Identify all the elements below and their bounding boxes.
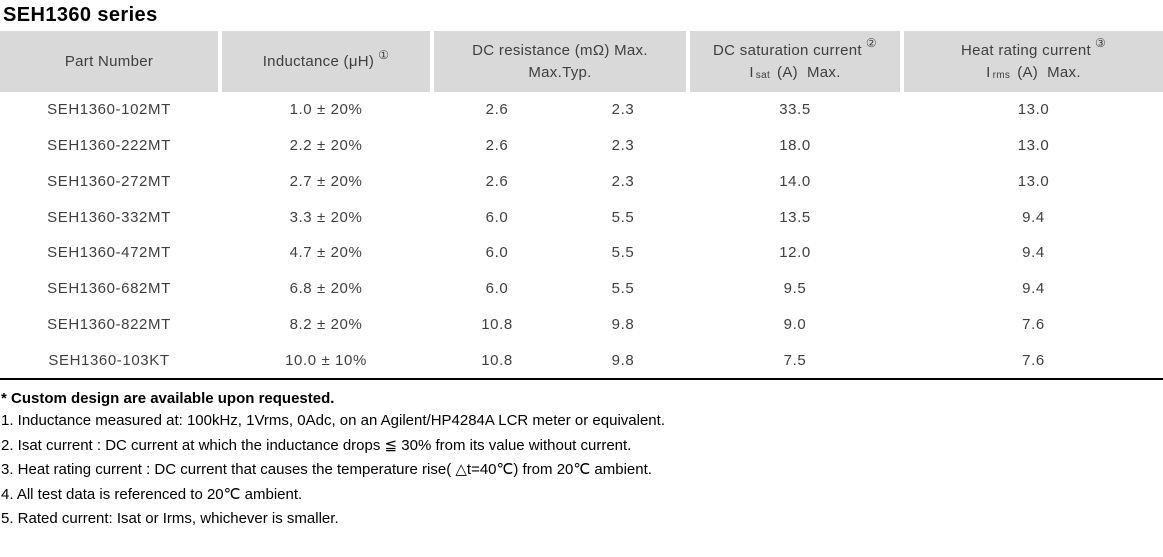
resistance-max-cell: 6.0 — [485, 280, 509, 298]
footnote-ref-3-icon: ③ — [1094, 36, 1106, 51]
heat-current-cell: 7.6 — [1022, 351, 1045, 369]
resistance-typ-cell: 5.5 — [611, 280, 635, 298]
header-inductance-label: Inductance (μH) ① — [262, 47, 390, 71]
header-part-number: Part Number — [0, 31, 218, 92]
footnote-3: 3. Heat rating current : DC current that… — [1, 461, 652, 478]
part-number-cell: SEH1360-102MT — [47, 101, 171, 119]
part-number-cell: SEH1360-272MT — [47, 172, 171, 190]
resistance-typ-cell: 2.3 — [611, 137, 635, 155]
table-row: SEH1360-102MT 1.0 ± 20% 2.6 2.3 33.5 13.… — [0, 92, 1163, 128]
inductance-cell: 2.2 ± 20% — [289, 137, 363, 155]
inductance-cell: 2.7 ± 20% — [289, 172, 363, 190]
part-number-cell: SEH1360-222MT — [47, 137, 171, 155]
resistance-max-cell: 2.6 — [485, 172, 509, 190]
heat-current-cell: 13.0 — [1017, 137, 1050, 155]
header-resistance-max-label: Max. — [528, 64, 563, 82]
page-title: SEH1360 series — [3, 4, 158, 26]
footnote-5: 5. Rated current: Isat or Irms, whicheve… — [1, 510, 339, 527]
saturation-current-cell: 9.5 — [783, 280, 807, 298]
part-number-cell: SEH1360-472MT — [47, 244, 171, 262]
header-dc-saturation: DC saturation current ② I sat (A) Max. — [690, 31, 900, 92]
heat-current-cell: 7.6 — [1022, 315, 1045, 333]
spec-table: Part Number Inductance (μH) ① DC resista… — [0, 31, 1163, 380]
footnotes-section: * Custom design are available upon reque… — [0, 388, 1163, 532]
header-irms-label: I rms (A) Max. — [986, 64, 1081, 82]
footnote-4: 4. All test data is referenced to 20℃ am… — [1, 485, 303, 503]
part-number-cell: SEH1360-682MT — [47, 280, 171, 298]
heat-current-cell: 9.4 — [1022, 208, 1045, 226]
resistance-max-cell: 6.0 — [485, 208, 509, 226]
resistance-max-cell: 10.8 — [481, 351, 513, 369]
table-row: SEH1360-472MT 4.7 ± 20% 6.0 5.5 12.0 9.4 — [0, 235, 1163, 271]
header-part-number-label: Part Number — [64, 53, 154, 70]
saturation-current-cell: 12.0 — [779, 244, 811, 262]
header-inductance: Inductance (μH) ① — [222, 31, 430, 92]
header-heat-rating-label: Heat rating current ③ — [961, 36, 1106, 59]
resistance-typ-cell: 2.3 — [611, 101, 635, 119]
table-row: SEH1360-103KT 10.0 ± 10% 10.8 9.8 7.5 7.… — [0, 342, 1163, 378]
resistance-max-cell: 6.0 — [485, 244, 509, 262]
resistance-max-cell: 2.6 — [485, 101, 509, 119]
saturation-current-cell: 33.5 — [779, 101, 811, 119]
saturation-current-cell: 13.5 — [779, 208, 811, 226]
table-row: SEH1360-272MT 2.7 ± 20% 2.6 2.3 14.0 13.… — [0, 164, 1163, 200]
footnote-1: 1. Inductance measured at: 100kHz, 1Vrms… — [1, 412, 665, 429]
table-row: SEH1360-682MT 6.8 ± 20% 6.0 5.5 9.5 9.4 — [0, 271, 1163, 307]
resistance-max-cell: 2.6 — [485, 137, 509, 155]
saturation-current-cell: 7.5 — [783, 351, 807, 369]
header-resistance-typ-label: Typ. — [562, 64, 592, 82]
header-dc-resistance: DC resistance (mΩ) Max. Max. Typ. — [434, 31, 686, 92]
resistance-typ-cell: 2.3 — [611, 172, 635, 190]
resistance-typ-cell: 5.5 — [611, 208, 635, 226]
part-number-cell: SEH1360-332MT — [47, 208, 171, 226]
resistance-typ-cell: 9.8 — [611, 351, 635, 369]
header-dc-resistance-subcols: Max. Typ. — [434, 64, 686, 81]
table-row: SEH1360-332MT 3.3 ± 20% 6.0 5.5 13.5 9.4 — [0, 199, 1163, 235]
table-body: SEH1360-102MT 1.0 ± 20% 2.6 2.3 33.5 13.… — [0, 92, 1163, 380]
footnote-ref-2-icon: ② — [865, 36, 877, 51]
resistance-typ-cell: 5.5 — [611, 244, 635, 262]
inductance-cell: 4.7 ± 20% — [289, 244, 363, 262]
table-row: SEH1360-222MT 2.2 ± 20% 2.6 2.3 18.0 13.… — [0, 128, 1163, 164]
table-header-row: Part Number Inductance (μH) ① DC resista… — [0, 31, 1163, 92]
resistance-typ-cell: 9.8 — [611, 315, 635, 333]
resistance-max-cell: 10.8 — [481, 315, 513, 333]
custom-design-note: * Custom design are available upon reque… — [1, 390, 335, 407]
heat-current-cell: 9.4 — [1022, 244, 1045, 262]
header-heat-rating: Heat rating current ③ I rms (A) Max. — [904, 31, 1163, 92]
saturation-current-cell: 9.0 — [783, 315, 807, 333]
inductance-cell: 1.0 ± 20% — [289, 101, 363, 119]
footnote-ref-1-icon: ① — [378, 47, 390, 62]
part-number-cell: SEH1360-103KT — [48, 351, 170, 369]
inductance-cell: 3.3 ± 20% — [289, 208, 363, 226]
header-dc-resistance-label: DC resistance (mΩ) Max. — [472, 41, 648, 59]
footnote-2: 2. Isat current : DC current at which th… — [1, 436, 632, 454]
saturation-current-cell: 18.0 — [779, 137, 811, 155]
table-row: SEH1360-822MT 8.2 ± 20% 10.8 9.8 9.0 7.6 — [0, 307, 1163, 343]
inductance-cell: 10.0 ± 10% — [285, 351, 367, 369]
heat-current-cell: 9.4 — [1022, 280, 1045, 298]
heat-current-cell: 13.0 — [1017, 101, 1050, 119]
saturation-current-cell: 14.0 — [779, 172, 811, 190]
inductance-cell: 8.2 ± 20% — [289, 315, 363, 333]
inductance-cell: 6.8 ± 20% — [289, 280, 363, 298]
part-number-cell: SEH1360-822MT — [47, 315, 171, 333]
header-dc-saturation-label: DC saturation current ② — [713, 36, 877, 59]
header-isat-label: I sat (A) Max. — [749, 64, 841, 82]
heat-current-cell: 13.0 — [1017, 172, 1050, 190]
